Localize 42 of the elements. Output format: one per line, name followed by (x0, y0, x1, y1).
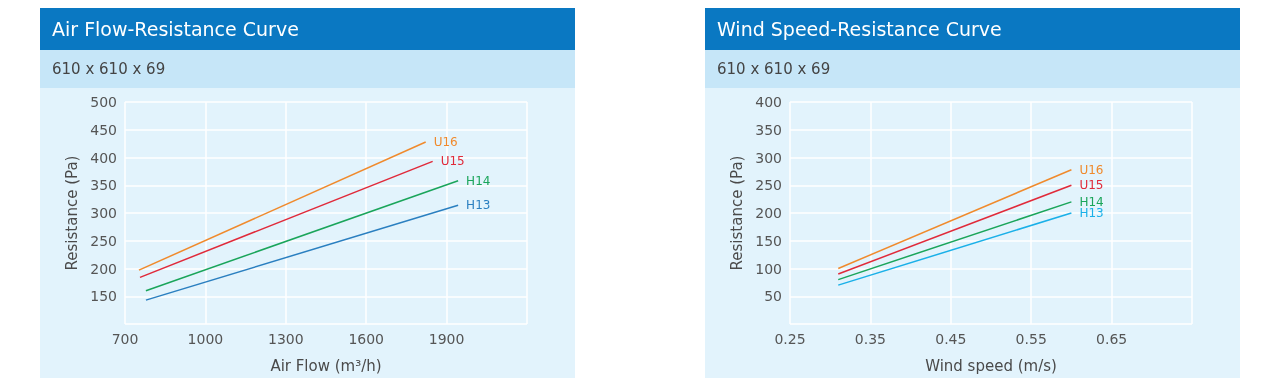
y-axis-title: Resistance (Pa) (727, 155, 746, 271)
y-tick-label: 300 (90, 205, 117, 221)
y-tick-label: 400 (90, 149, 117, 166)
series-label: U15 (1079, 178, 1104, 193)
y-tick-label: 250 (755, 177, 782, 194)
x-tick-label: 0.45 (935, 331, 967, 347)
y-tick-label: 300 (755, 149, 782, 166)
chart-subtitle: 610 x 610 x 69 (40, 50, 575, 88)
y-tick-label: 450 (90, 121, 117, 138)
x-axis-title: Air Flow (m³/h) (270, 356, 382, 375)
x-tick-label: 1300 (267, 331, 304, 347)
y-axis-title: Resistance (Pa) (62, 155, 81, 271)
y-tick-label: 500 (90, 94, 117, 110)
x-axis-title: Wind speed (m/s) (925, 356, 1057, 375)
series-label: H14 (1079, 194, 1104, 209)
y-tick-label: 150 (90, 288, 117, 305)
chart-title: Wind Speed-Resistance Curve (705, 8, 1240, 50)
y-tick-label: 250 (90, 232, 117, 249)
x-tick-label: 0.25 (774, 331, 806, 347)
y-tick-label: 100 (755, 260, 782, 277)
y-tick-label: 200 (755, 205, 782, 221)
y-tick-label: 400 (755, 94, 782, 110)
chart-subtitle: 610 x 610 x 69 (705, 50, 1240, 88)
series-label: H14 (466, 173, 491, 188)
series-label: U16 (1079, 162, 1104, 177)
y-tick-label: 350 (755, 121, 782, 138)
chart-title: Air Flow-Resistance Curve (40, 8, 575, 50)
x-tick-label: 0.65 (1096, 331, 1128, 347)
series-label: U15 (440, 154, 465, 169)
y-tick-label: 50 (764, 288, 782, 305)
y-tick-label: 150 (755, 232, 782, 249)
x-tick-label: 0.35 (854, 331, 886, 347)
x-tick-label: 1900 (428, 331, 465, 347)
y-tick-label: 350 (90, 177, 117, 194)
series-label: U16 (433, 134, 458, 149)
x-tick-label: 1000 (187, 331, 224, 347)
series-label: H13 (1079, 206, 1104, 220)
y-tick-label: 200 (90, 260, 117, 277)
x-tick-label: 700 (111, 331, 139, 347)
x-tick-label: 0.55 (1015, 331, 1047, 347)
series-label: H13 (466, 198, 491, 213)
x-tick-label: 1600 (348, 331, 385, 347)
